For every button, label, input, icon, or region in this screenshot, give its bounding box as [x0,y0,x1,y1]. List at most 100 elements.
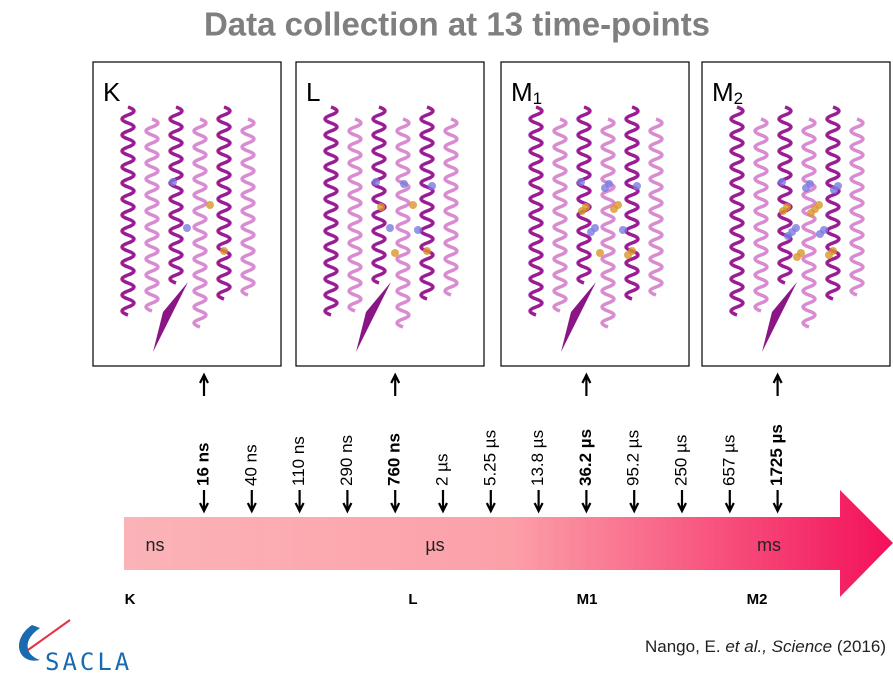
helix [624,105,640,301]
density [386,224,394,232]
panel-label: L [306,77,320,107]
down-arrow [724,490,735,514]
density [414,226,422,234]
up-arrow [199,372,209,396]
helix [419,105,435,301]
timepoint-label: 657 µs [719,435,738,486]
panel-label: M2 [712,77,743,109]
down-arrow [246,490,257,514]
density [793,253,801,261]
density [778,178,786,186]
density [577,178,585,186]
down-arrow [485,490,496,514]
density [619,226,627,234]
density [206,201,214,209]
timepoint-label: 13.8 µs [528,430,547,486]
timepoint-label: 250 µs [671,435,690,486]
scale-label: ns [145,535,164,555]
density [816,230,824,238]
helix [825,105,841,301]
density [633,182,641,190]
timepoint-label: 16 ns [193,443,212,486]
intermediate-label: K [125,591,136,608]
density [428,182,436,190]
intermediate-label: M2 [747,591,768,608]
helix [192,117,208,329]
density [802,184,810,192]
helix [168,105,184,285]
density [169,178,177,186]
helix [323,105,339,317]
timepoint-label: 36.2 µs [576,429,595,486]
density [779,207,787,215]
helix [648,117,664,297]
loop [153,282,188,352]
down-arrow [533,490,544,514]
down-arrow [342,490,353,514]
density [825,251,833,259]
panel-label-main: M [712,77,734,107]
density [784,232,792,240]
panel-label-main: L [306,77,320,107]
citation-authors: Nango, E. [645,637,721,656]
helix [552,117,568,313]
helix [443,117,459,297]
helix [371,105,387,285]
citation: Nango, E. et al., Science (2016) [645,637,886,656]
scale-label: ms [757,535,781,555]
down-arrow [294,490,305,514]
density [807,209,815,217]
timepoint-label: 5.25 µs [480,430,499,486]
intermediate-label: M1 [577,591,598,608]
helix [120,105,136,317]
density [610,205,618,213]
helix [801,117,817,329]
panel-label: K [103,77,121,107]
loop [356,282,391,352]
density [601,184,609,192]
helix [395,117,411,329]
density [624,251,632,259]
density [587,228,595,236]
helix [600,117,616,329]
helix [753,117,769,313]
panel-label-main: M [511,77,533,107]
timepoint-label: 760 ns [385,433,404,486]
down-arrow [772,490,783,514]
citation-year: (2016) [837,637,886,656]
citation-italic: et al., Science [725,637,832,656]
down-arrow [199,490,209,514]
helix [144,117,160,313]
up-arrow [772,372,783,396]
down-arrow [629,490,640,514]
title: Data collection at 13 time-points [204,6,710,43]
up-arrow [581,372,592,396]
helix [240,117,256,297]
density [377,203,385,211]
timepoint-label: 290 ns [337,435,356,486]
density [400,180,408,188]
density [596,249,604,257]
density [423,247,431,255]
structure-panel: M1 [500,61,690,367]
panel-label-sub: 2 [734,89,743,108]
down-arrow [438,490,448,514]
down-arrow [390,490,401,514]
density [220,247,228,255]
intermediate-label: L [408,591,417,608]
helix [216,105,232,301]
panel-label-sub: 1 [533,89,542,108]
panel-label-main: K [103,77,121,107]
logo: SACLA [18,619,129,676]
timepoint-label: 2 µs [432,454,451,486]
structure-panel: L [295,61,485,367]
timepoint-label: 110 ns [289,436,308,486]
scale-label: µs [425,535,444,555]
density [372,178,380,186]
up-arrow [390,372,401,396]
density [183,224,191,232]
helix [528,105,544,317]
loop [561,282,596,352]
helix [849,117,865,297]
